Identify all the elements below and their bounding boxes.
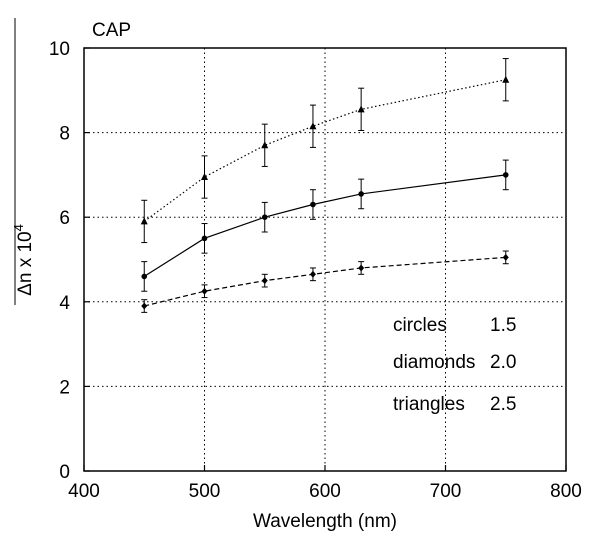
- y-tick-label: 2: [59, 377, 70, 398]
- annotation-label: triangles: [393, 394, 465, 415]
- data-point: [502, 253, 509, 261]
- data-point: [502, 172, 509, 178]
- annotation-value: 2.0: [490, 352, 516, 373]
- annotation-value: 2.5: [490, 394, 516, 415]
- data-point: [261, 277, 268, 285]
- y-tick-label: 4: [59, 293, 70, 314]
- axis-ticks: 400 500 600 700 800 0 2 4 6 8 10: [49, 39, 582, 502]
- data-point: [502, 75, 510, 83]
- x-tick-label: 400: [68, 481, 100, 502]
- annotation-value: 1.5: [490, 315, 516, 336]
- annotations: circles 1.5 diamonds 2.0 triangles 2.5: [393, 315, 516, 415]
- grid: [84, 48, 566, 471]
- data-point: [261, 141, 269, 149]
- data-point: [141, 302, 148, 310]
- chart-title: CAP: [92, 20, 131, 41]
- y-axis-label-base: Δn x 10: [15, 231, 36, 295]
- y-tick-label: 10: [49, 39, 70, 60]
- y-axis-label-exponent: 4: [11, 224, 26, 231]
- x-tick-label: 700: [430, 481, 462, 502]
- data-point: [358, 264, 365, 272]
- data-point: [357, 105, 365, 113]
- x-tick-label: 600: [309, 481, 341, 502]
- annotation-label: circles: [393, 315, 447, 336]
- y-axis-label-group: Δn x 104: [11, 224, 36, 296]
- series-diamond: [141, 250, 509, 313]
- data-point: [310, 201, 316, 208]
- series-line: [144, 256, 506, 307]
- series-circle: [141, 159, 509, 292]
- x-tick-label: 800: [550, 481, 582, 502]
- y-tick-label: 0: [59, 462, 70, 483]
- y-tick-label: 6: [59, 208, 70, 229]
- data-point: [309, 122, 317, 130]
- data-point: [201, 173, 208, 181]
- series-line: [143, 174, 506, 277]
- data-point: [358, 191, 364, 197]
- x-axis-label: Wavelength (nm): [253, 511, 397, 532]
- data-point: [309, 270, 316, 278]
- series-triangle: [140, 58, 510, 244]
- y-tick-label: 8: [59, 124, 70, 145]
- data-point: [140, 217, 148, 225]
- annotation-label: diamonds: [393, 352, 475, 373]
- series-group: [140, 58, 510, 313]
- data-point: [141, 273, 148, 280]
- data-point: [201, 287, 208, 295]
- data-point: [201, 235, 208, 242]
- y-axis-label: Δn x 104: [11, 224, 36, 296]
- series-line: [143, 79, 506, 222]
- data-point: [261, 214, 268, 220]
- x-tick-label: 500: [189, 481, 221, 502]
